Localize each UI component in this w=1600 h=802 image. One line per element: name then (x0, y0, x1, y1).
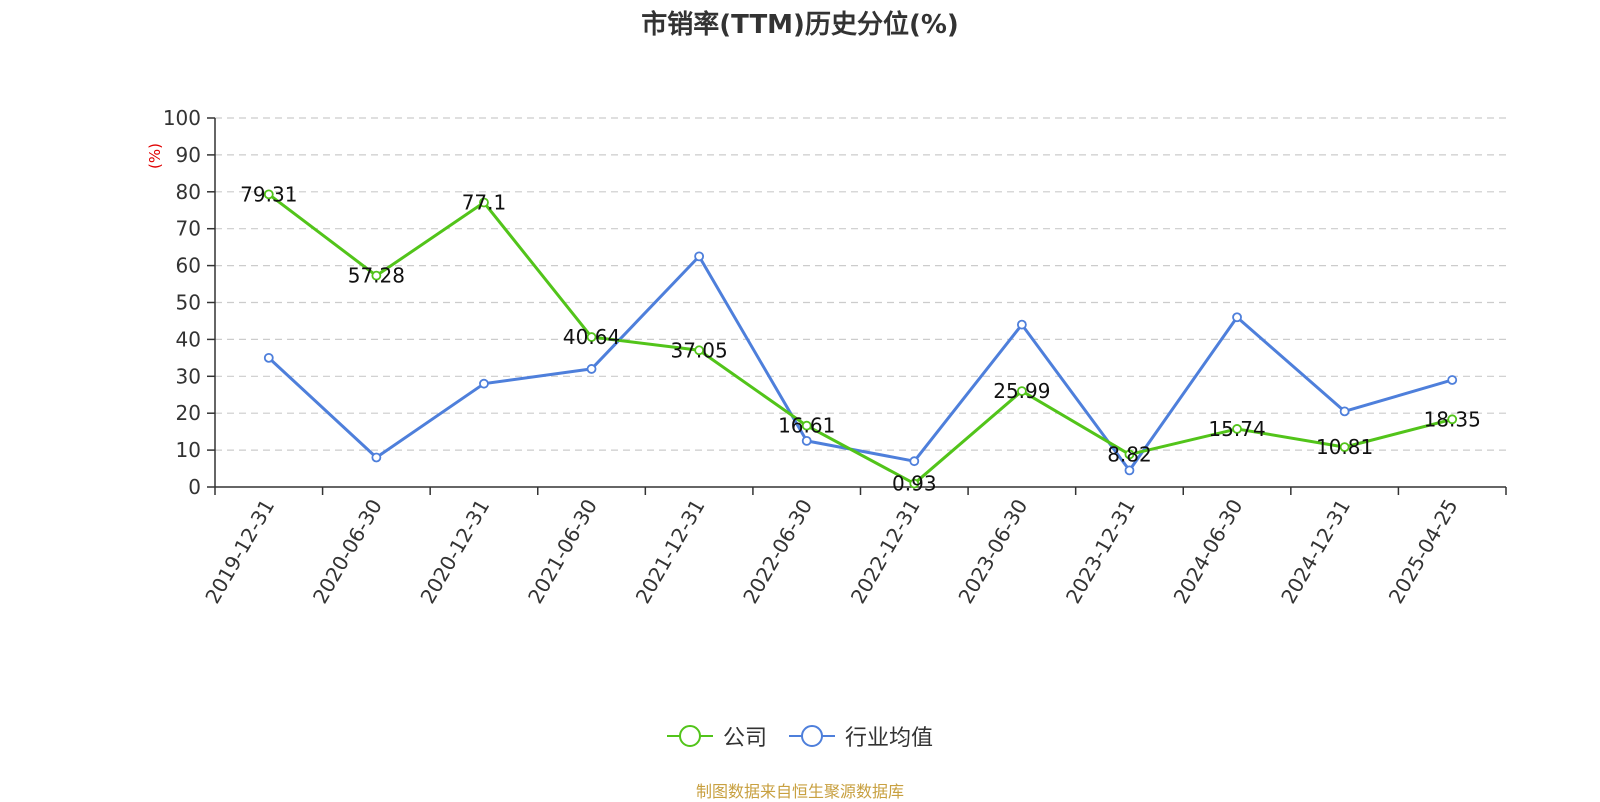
point-series1-2024-12-31 (1339, 406, 1350, 417)
source-note: 制图数据来自恒生聚源数据库 (695, 782, 904, 801)
point-series1-2020-12-31 (479, 378, 489, 389)
point-series1-2022-12-31 (909, 456, 920, 467)
data-label-2022-06-30: 16.61 (778, 414, 835, 438)
y-tick-label-90: 90 (176, 143, 201, 167)
y-tick-label-10: 10 (176, 438, 201, 462)
axes: 0 10 20 30 40 50 60 70 80 90 100 2019-12-31 2020-06-… (163, 106, 1507, 608)
series-line-0 (267, 193, 1453, 486)
data-label-2022-12-31: 0.93 (892, 472, 937, 496)
data-label-2021-12-31: 37.05 (670, 338, 727, 362)
point-series1-2021-12-31 (694, 251, 705, 262)
point-series0-2024-12-31 (1339, 442, 1350, 453)
point-series1-2023-12-31 (1124, 465, 1135, 476)
x-tick-label-2023-06-30: 2023-06-30 (953, 495, 1032, 608)
point-series0-2020-06-30 (371, 270, 382, 281)
y-tick-label-100: 100 (163, 106, 201, 130)
point-series1-2025-04-25 (1447, 375, 1458, 385)
point-series1-2019-12-31 (263, 352, 274, 363)
point-series0-2023-12-31 (1124, 449, 1135, 460)
point-series0-2024-06-30 (1232, 424, 1242, 434)
y-tick-label-70: 70 (176, 217, 201, 241)
legend: 公司 行业均值 (0, 720, 1600, 752)
x-tick-label-2023-12-31: 2023-12-31 (1061, 495, 1140, 608)
y-tick-label-40: 40 (176, 327, 201, 351)
chart-title: 市销率(TTM)历史分位(%) (641, 10, 959, 40)
x-tick-label-2021-12-31: 2021-12-31 (631, 495, 710, 608)
point-series0-2020-12-31 (479, 197, 489, 208)
y-tick-label-30: 30 (176, 364, 201, 388)
y-tick-label-0: 0 (188, 475, 201, 499)
series-line-1 (267, 254, 1453, 472)
x-tick-label-2021-06-30: 2021-06-30 (523, 495, 602, 608)
x-tick-label-2024-06-30: 2024-06-30 (1169, 495, 1248, 608)
data-label-2019-12-31: 79.31 (240, 182, 297, 206)
x-tick-label-2019-12-31: 2019-12-31 (200, 495, 279, 608)
point-series1-2022-06-30 (801, 435, 812, 446)
legend-item-company[interactable]: 公司 (666, 720, 767, 752)
point-series1-2024-06-30 (1232, 312, 1242, 323)
y-tick-label-60: 60 (176, 254, 201, 278)
x-tick-label-2022-06-30: 2022-06-30 (738, 495, 817, 608)
y-tick-label-80: 80 (176, 180, 201, 204)
grid-lines (215, 117, 1506, 451)
x-tick-label-2022-12-31: 2022-12-31 (846, 495, 925, 608)
x-tick-label-2020-06-30: 2020-06-30 (308, 495, 387, 608)
y-tick-label-20: 20 (176, 401, 201, 425)
point-series1-2023-06-30 (1016, 319, 1027, 330)
data-label-2023-06-30: 25.99 (993, 379, 1050, 403)
legend-swatch-company (666, 725, 713, 747)
data-label-2021-06-30: 40.64 (563, 325, 620, 349)
data-label-2024-12-31: 10.81 (1316, 435, 1373, 459)
point-series0-2019-12-31 (263, 189, 274, 200)
data-label-2020-06-30: 57.28 (348, 264, 405, 288)
point-series0-2021-06-30 (586, 332, 597, 342)
legend-item-industry-average[interactable]: 行业均值 (789, 720, 933, 752)
point-series0-2023-06-30 (1016, 386, 1027, 396)
data-label-2020-12-31: 77.1 (462, 191, 507, 215)
point-series0-2022-12-31 (909, 478, 920, 489)
x-tick-label-2025-04-25: 2025-04-25 (1384, 495, 1463, 608)
series-lines (263, 189, 1458, 489)
legend-label-company: 公司 (722, 726, 767, 751)
x-tick-label-2024-12-31: 2024-12-31 (1276, 495, 1355, 608)
y-tick-label-50: 50 (176, 291, 201, 315)
point-series1-2020-06-30 (371, 452, 382, 463)
point-series0-2025-04-25 (1447, 414, 1458, 425)
legend-swatch-industry-average (789, 725, 835, 747)
y-axis-label: (%) (146, 143, 164, 169)
data-label-2025-04-25: 18.35 (1424, 407, 1481, 431)
point-series0-2021-12-31 (694, 345, 705, 356)
data-label-2024-06-30: 15.74 (1208, 417, 1265, 441)
data-labels: 79.31 57.28 77.1 40.64 37.05 16.61 0.93 25.99 8.… (240, 182, 1481, 495)
x-tick-label-2020-12-31: 2020-12-31 (415, 495, 494, 608)
point-series0-2022-06-30 (801, 420, 812, 431)
legend-label-industry-average: 行业均值 (845, 726, 934, 751)
point-series1-2021-06-30 (586, 364, 597, 374)
data-label-2023-12-31: 8.82 (1107, 442, 1152, 466)
